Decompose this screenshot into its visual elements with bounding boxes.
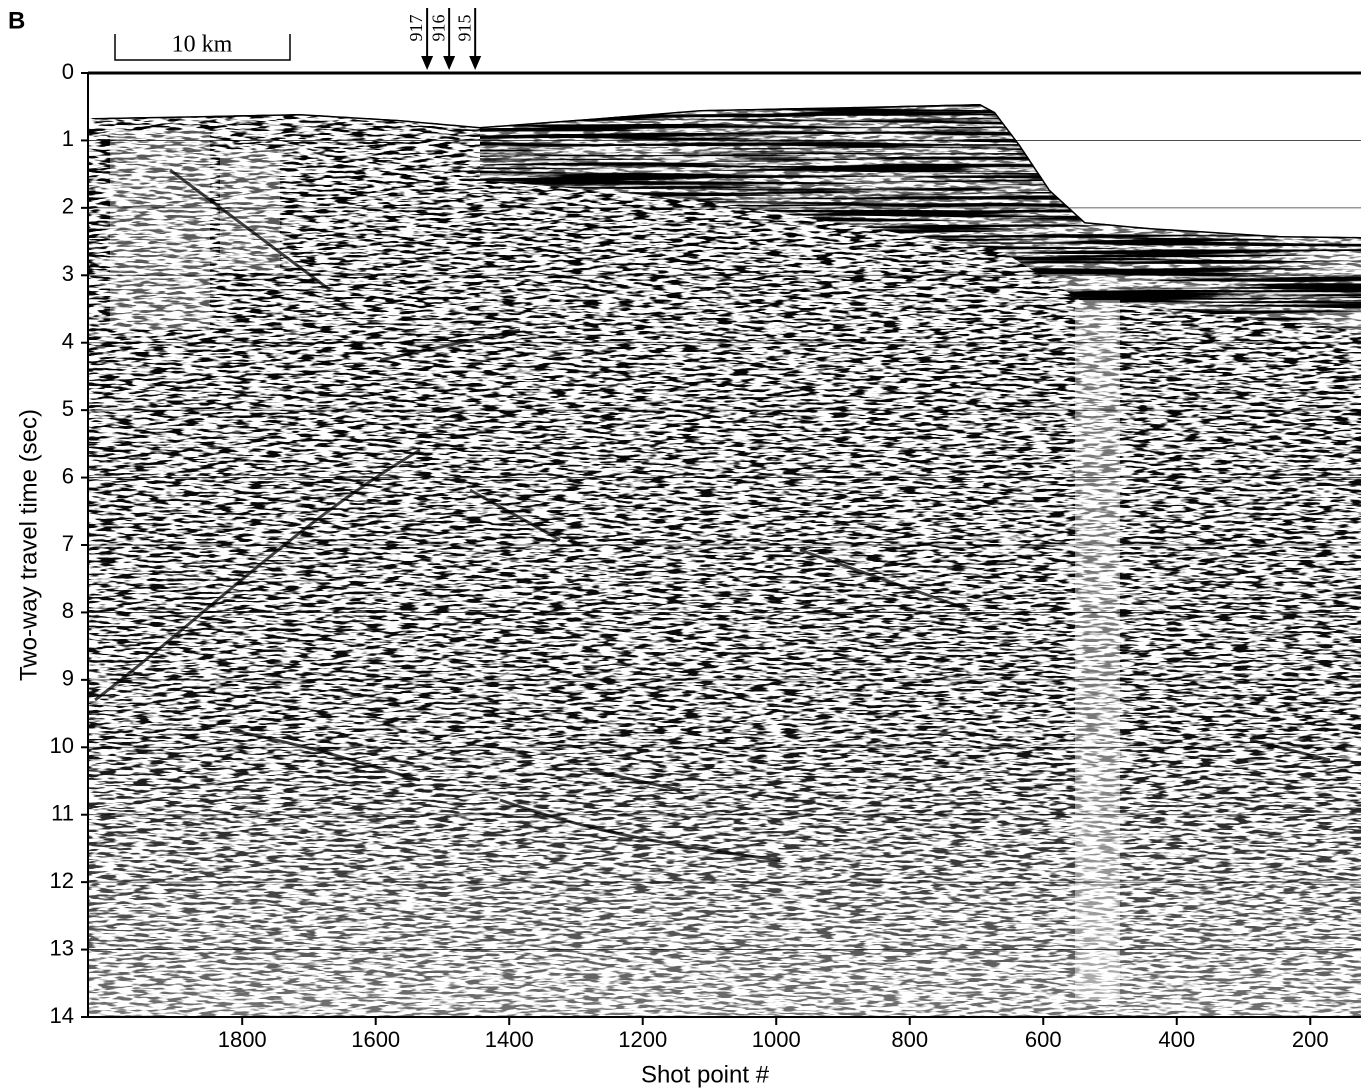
y-tick-label: 3 (62, 261, 74, 286)
x-tick-label: 800 (891, 1027, 928, 1052)
x-tick-label: 400 (1158, 1027, 1195, 1052)
y-tick-label: 8 (62, 598, 74, 623)
y-tick-label: 9 (62, 666, 74, 691)
site-label: 915 (454, 15, 474, 42)
x-tick-label: 1000 (752, 1027, 801, 1052)
x-tick-label: 1600 (351, 1027, 400, 1052)
y-tick-label: 6 (62, 463, 74, 488)
site-label: 916 (428, 15, 448, 42)
site-arrowhead (443, 56, 456, 70)
y-tick-label: 12 (50, 868, 74, 893)
scale-bar-label: 10 km (172, 32, 233, 58)
x-tick-label: 600 (1025, 1027, 1062, 1052)
y-tick-label: 10 (50, 733, 74, 758)
y-tick-label: 4 (62, 329, 74, 354)
y-tick-label: 13 (50, 935, 74, 960)
x-tick-label: 1800 (218, 1027, 267, 1052)
y-axis-title: Two-way travel time (sec) (15, 409, 42, 681)
x-tick-label: 1200 (618, 1027, 667, 1052)
x-tick-label: 200 (1292, 1027, 1329, 1052)
scale-bar: 10 km (114, 32, 291, 61)
y-tick-label: 2 (62, 194, 74, 219)
site-label: 917 (406, 15, 426, 42)
panel-label: B (8, 7, 25, 34)
site-arrowhead (421, 56, 434, 70)
y-tick-label: 7 (62, 531, 74, 556)
y-tick-label: 5 (62, 396, 74, 421)
y-tick-label: 1 (62, 126, 74, 151)
site-arrowhead (469, 56, 482, 70)
x-tick-label: 1400 (485, 1027, 534, 1052)
y-tick-label: 11 (51, 801, 74, 826)
y-tick-label: 14 (50, 1003, 74, 1028)
y-tick-label: 0 (62, 59, 74, 84)
x-axis-title: Shot point # (641, 1061, 770, 1088)
